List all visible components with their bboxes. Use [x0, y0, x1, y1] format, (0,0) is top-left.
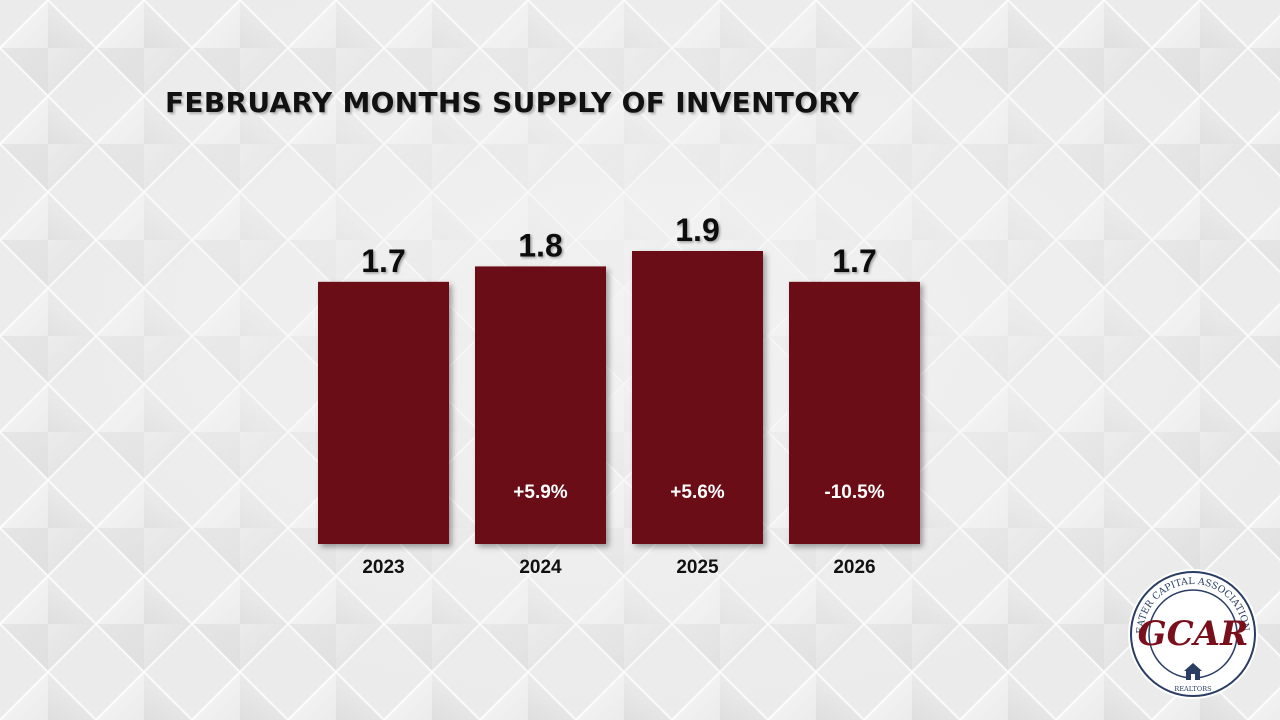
bar-2023: [318, 281, 449, 544]
change-label-2025: +5.6%: [670, 482, 725, 503]
value-label-2024: 1.8: [518, 227, 562, 263]
value-label-2025: 1.9: [675, 212, 719, 248]
logo-bottom-text: REALTORS: [1174, 685, 1211, 693]
logo-main-text: GCAR: [1138, 614, 1249, 654]
bar-2024: [475, 266, 606, 544]
change-label-2024: +5.9%: [513, 482, 568, 503]
category-label-2024: 2024: [519, 557, 562, 578]
house-icon: [1184, 663, 1202, 680]
bar-2025: [632, 251, 763, 544]
chart-title: FEBRUARY MONTHS SUPPLY OF INVENTORY: [165, 86, 860, 119]
category-label-2026: 2026: [833, 557, 875, 578]
value-label-2023: 1.7: [361, 243, 405, 279]
change-label-2026: -10.5%: [824, 482, 884, 503]
value-label-2026: 1.7: [832, 243, 876, 279]
category-label-2025: 2025: [676, 557, 719, 578]
category-label-2023: 2023: [362, 557, 404, 578]
bar-2026: [789, 281, 920, 544]
gcar-logo: GREATER CAPITAL ASSOCIATION OF GCAR REAL…: [1126, 567, 1258, 699]
